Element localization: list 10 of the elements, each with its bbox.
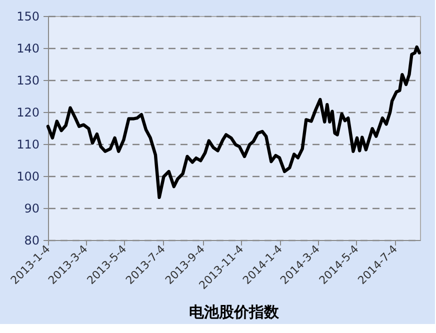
y-tick-label: 150 [16,10,40,24]
y-tick-label: 120 [16,106,40,120]
y-tick-label: 80 [24,234,40,248]
line-series [46,45,421,200]
y-tick-label: 110 [16,138,40,152]
y-tick-label: 100 [16,170,40,184]
y-tick-label: 140 [16,42,40,56]
y-tick-label: 130 [16,74,40,88]
y-tick-label: 90 [24,202,40,216]
text: 电池股价指数 [189,302,280,321]
